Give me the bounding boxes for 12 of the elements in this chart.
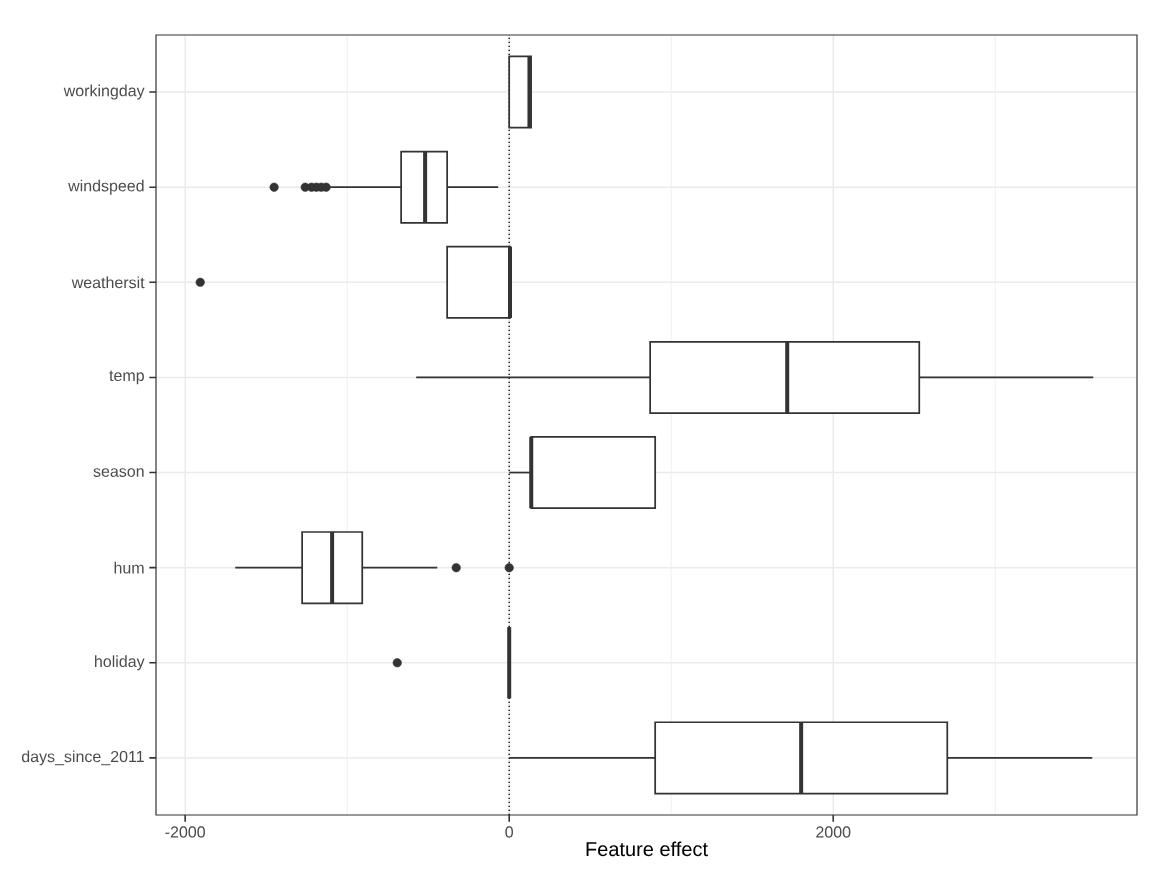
y-tick-label: days_since_2011	[21, 750, 144, 766]
x-tick-label: 0	[505, 826, 514, 838]
y-tick-label: weathersit	[71, 276, 145, 289]
x-tick-label: -2000	[165, 826, 205, 838]
y-tick-label: season	[93, 468, 144, 477]
x-axis-title: Feature effect	[586, 841, 708, 857]
y-tick-label: temp	[109, 370, 144, 385]
y-tick-label: workingday	[63, 84, 145, 100]
y-tick-label: hum	[114, 561, 144, 574]
x-tick-label: 2000	[816, 826, 851, 838]
y-tick-label: holiday	[95, 655, 145, 671]
y-tick-label: windspeed	[68, 179, 144, 195]
